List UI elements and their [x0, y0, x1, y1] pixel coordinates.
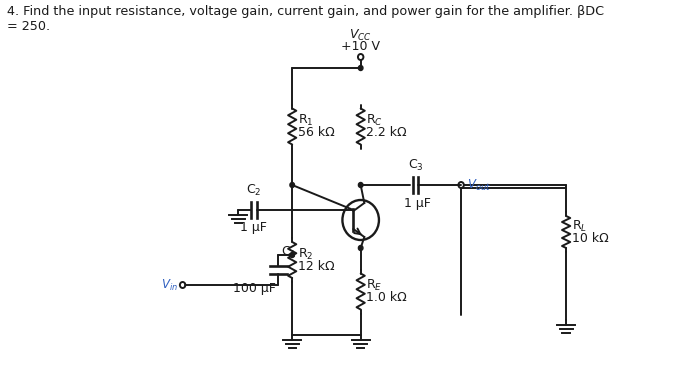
Circle shape — [290, 183, 295, 188]
Text: 2.2 kΩ: 2.2 kΩ — [366, 126, 407, 139]
Text: C$_1$: C$_1$ — [281, 245, 297, 260]
Circle shape — [358, 66, 363, 71]
Text: 1 μF: 1 μF — [240, 221, 267, 234]
Text: R$_E$: R$_E$ — [366, 278, 382, 293]
Text: V$_{in}$: V$_{in}$ — [161, 277, 178, 293]
Circle shape — [358, 183, 363, 188]
Text: 1.0 kΩ: 1.0 kΩ — [366, 291, 407, 304]
Text: C$_3$: C$_3$ — [407, 158, 424, 173]
Text: 12 kΩ: 12 kΩ — [298, 259, 335, 272]
Circle shape — [290, 252, 295, 258]
Text: +10 V: +10 V — [341, 40, 380, 53]
Text: 4. Find the input resistance, voltage gain, current gain, and power gain for the: 4. Find the input resistance, voltage ga… — [7, 5, 604, 18]
Text: 1 μF: 1 μF — [404, 197, 430, 210]
Text: V$_{out}$: V$_{out}$ — [467, 177, 491, 192]
Text: V$_{CC}$: V$_{CC}$ — [349, 28, 372, 43]
Text: 10 kΩ: 10 kΩ — [572, 231, 608, 244]
Text: R$_L$: R$_L$ — [572, 219, 587, 234]
Text: = 250.: = 250. — [7, 20, 50, 33]
Text: R$_2$: R$_2$ — [298, 247, 313, 262]
Text: R$_1$: R$_1$ — [298, 113, 313, 128]
Text: 100 μF: 100 μF — [233, 282, 276, 295]
Text: R$_C$: R$_C$ — [366, 113, 383, 128]
Text: 56 kΩ: 56 kΩ — [298, 126, 335, 139]
Circle shape — [358, 245, 363, 251]
Text: C$_2$: C$_2$ — [246, 183, 262, 198]
